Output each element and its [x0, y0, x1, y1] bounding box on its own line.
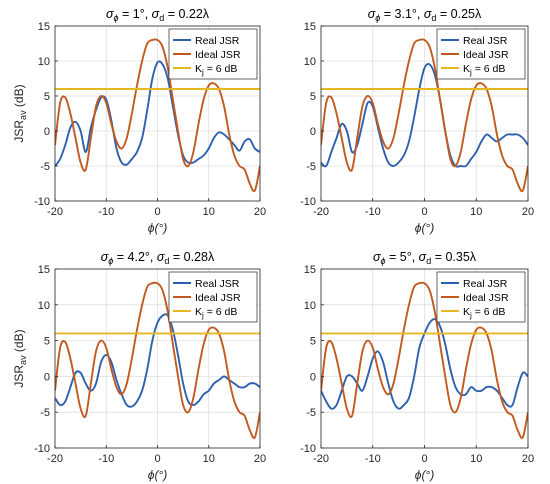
legend-label: Kj = 6 dB — [195, 306, 237, 320]
legend-label: Real JSR — [463, 35, 508, 47]
y-tick-label: 15 — [304, 264, 316, 276]
y-tick-label: 5 — [44, 336, 50, 348]
y-tick-label: -5 — [306, 161, 316, 173]
x-axis-label: ϕ(°) — [415, 468, 434, 482]
x-axis-label: ϕ(°) — [148, 468, 167, 482]
y-tick-label: 5 — [310, 91, 316, 103]
legend: Real JSR Ideal JSR Kj = 6 dB — [168, 271, 258, 323]
ideal-jsr-line — [321, 281, 528, 439]
legend-label: Kj = 6 dB — [463, 306, 505, 320]
legend-label: Kj = 6 dB — [463, 63, 505, 77]
legend-label: Real JSR — [463, 278, 508, 290]
y-tick-label: 0 — [310, 126, 316, 138]
legend-label: Real JSR — [195, 278, 240, 290]
x-tick-label: 10 — [470, 453, 482, 465]
y-tick-label: -5 — [40, 407, 50, 419]
x-tick-label: 0 — [421, 453, 427, 465]
legend: Real JSR Ideal JSR Kj = 6 dB — [436, 271, 526, 323]
y-tick-label: -10 — [34, 443, 50, 455]
legend-label: Ideal JSR — [195, 292, 241, 304]
x-tick-label: 20 — [254, 206, 266, 218]
chart-title: σϕ = 1°, σd = 0.22λ — [106, 7, 210, 23]
y-tick-label: -5 — [306, 407, 316, 419]
ideal-jsr-line — [55, 281, 260, 439]
y-tick-label: 10 — [304, 300, 316, 312]
x-tick-label: -20 — [313, 453, 329, 465]
x-tick-label: 10 — [470, 206, 482, 218]
x-tick-label: -10 — [98, 206, 114, 218]
y-tick-label: 15 — [304, 21, 316, 33]
x-tick-label: -20 — [47, 453, 63, 465]
legend-label: Ideal JSR — [463, 49, 509, 61]
y-tick-label: -10 — [34, 196, 50, 208]
y-tick-label: 5 — [44, 91, 50, 103]
x-tick-label: -10 — [365, 453, 381, 465]
y-tick-label: 10 — [304, 56, 316, 68]
y-tick-label: -10 — [300, 196, 316, 208]
chart-title: σϕ = 4.2°, σd = 0.28λ — [101, 250, 215, 266]
y-tick-label: 15 — [38, 264, 50, 276]
y-tick-label: 0 — [44, 126, 50, 138]
x-tick-label: 10 — [203, 453, 215, 465]
y-tick-label: 0 — [44, 371, 50, 383]
legend: Real JSR Ideal JSR Kj = 6 dB — [436, 28, 526, 80]
x-tick-label: -20 — [313, 206, 329, 218]
y-axis-label: JSRav (dB) — [12, 84, 28, 142]
legend-label: Ideal JSR — [463, 292, 509, 304]
x-tick-label: 20 — [254, 453, 266, 465]
legend-label: Kj = 6 dB — [195, 63, 237, 77]
x-tick-label: 10 — [203, 206, 215, 218]
legend: Real JSR Ideal JSR Kj = 6 dB — [168, 28, 258, 80]
chart-title: σϕ = 5°, σd = 0.35λ — [373, 250, 477, 266]
x-tick-label: 0 — [154, 453, 160, 465]
x-tick-label: -10 — [98, 453, 114, 465]
x-tick-label: 0 — [421, 206, 427, 218]
x-axis-label: ϕ(°) — [148, 221, 167, 235]
ideal-jsr-line — [321, 38, 528, 193]
y-tick-label: 5 — [310, 336, 316, 348]
legend-label: Ideal JSR — [195, 49, 241, 61]
y-tick-label: -10 — [300, 443, 316, 455]
chart-title: σϕ = 3.1°, σd = 0.25λ — [368, 7, 482, 23]
y-tick-label: -5 — [40, 161, 50, 173]
x-tick-label: -20 — [47, 206, 63, 218]
y-tick-label: 0 — [310, 371, 316, 383]
y-tick-label: 15 — [38, 21, 50, 33]
x-tick-label: 20 — [522, 206, 534, 218]
ideal-jsr-line — [55, 38, 260, 193]
x-axis-label: ϕ(°) — [415, 221, 434, 235]
y-tick-label: 10 — [38, 300, 50, 312]
y-axis-label: JSRav (dB) — [12, 329, 28, 387]
y-tick-label: 10 — [38, 56, 50, 68]
legend-label: Real JSR — [195, 35, 240, 47]
real-jsr-line — [55, 60, 260, 167]
x-tick-label: 0 — [154, 206, 160, 218]
x-tick-label: 20 — [522, 453, 534, 465]
x-tick-label: -10 — [365, 206, 381, 218]
